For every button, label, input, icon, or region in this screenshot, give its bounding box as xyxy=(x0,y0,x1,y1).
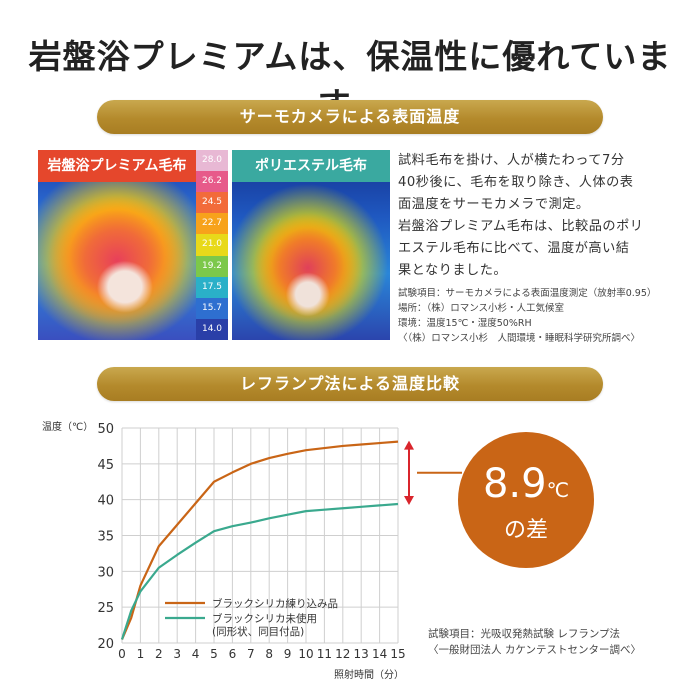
x-tick-label: 13 xyxy=(354,647,369,661)
difference-arrow-head-top xyxy=(404,440,414,450)
note-line: 環境：温度15℃・湿度50%RH xyxy=(398,318,532,329)
reflamp-test-note: 試験項目：光吸収発熱試験 レフランプ法 〈一般財団法人 カケンテストセンター調べ… xyxy=(428,626,641,658)
scale-value: 14.0 xyxy=(196,318,228,340)
temperature-scale: 28.0 26.2 24.5 22.7 21.0 19.2 17.5 15.7 14.0 xyxy=(196,150,228,340)
scale-value: 15.7 xyxy=(196,297,228,319)
note-line: 場所：（株）ロマンス小杉・人工気候室 xyxy=(398,303,565,314)
x-tick-label: 3 xyxy=(173,647,181,661)
y-tick-label: 35 xyxy=(97,530,114,545)
legend-label: (同形状、同目付品) xyxy=(212,625,304,638)
x-tick-label: 0 xyxy=(118,647,126,661)
description-line: 試料毛布を掛け、人が横たわって7分 xyxy=(398,153,625,168)
x-tick-label: 4 xyxy=(192,647,200,661)
legend-label: ブラックシリカ未使用 xyxy=(212,612,317,625)
x-tick-label: 10 xyxy=(298,647,313,661)
thermo-description: 試料毛布を掛け、人が横たわって7分 40秒後に、毛布を取り除き、人体の表 面温度… xyxy=(398,150,683,282)
thermo-image-polyester: ポリエステル毛布 xyxy=(232,150,390,340)
x-tick-label: 12 xyxy=(335,647,350,661)
x-tick-label: 2 xyxy=(155,647,163,661)
badge-unit: ℃ xyxy=(546,478,570,502)
x-tick-label: 11 xyxy=(317,647,332,661)
description-line: 40秒後に、毛布を取り除き、人体の表 xyxy=(398,175,634,190)
y-axis-label: 温度（℃） xyxy=(42,420,93,433)
y-tick-label: 50 xyxy=(97,422,114,437)
x-tick-label: 15 xyxy=(390,647,405,661)
test-note-line: 試験項目：光吸収発熱試験 レフランプ法 xyxy=(428,628,621,640)
scale-value: 21.0 xyxy=(196,234,228,256)
badge-subtitle: の差 xyxy=(503,518,548,543)
thermo-label-premium: 岩盤浴プレミアム毛布 xyxy=(38,150,196,182)
section-thermo-title: サーモカメラによる表面温度 xyxy=(97,100,603,134)
scale-value: 17.5 xyxy=(196,276,228,298)
x-tick-label: 8 xyxy=(265,647,273,661)
series-line xyxy=(120,440,399,640)
scale-value: 28.0 xyxy=(196,150,228,172)
x-tick-label: 5 xyxy=(210,647,218,661)
y-tick-label: 40 xyxy=(97,494,114,509)
thermo-label-polyester: ポリエステル毛布 xyxy=(232,150,390,182)
y-tick-label: 25 xyxy=(97,601,114,616)
description-line: 面温度をサーモカメラで測定。 xyxy=(398,197,590,212)
thermo-image-premium: 岩盤浴プレミアム毛布 xyxy=(38,150,196,340)
x-axis-label: 照射時間（分） xyxy=(334,669,404,681)
x-tick-label: 6 xyxy=(229,647,237,661)
scale-value: 26.2 xyxy=(196,171,228,193)
y-tick-label: 45 xyxy=(97,458,114,473)
x-tick-label: 14 xyxy=(372,647,387,661)
y-tick-label: 30 xyxy=(97,565,114,580)
series-line xyxy=(120,502,399,640)
scale-value: 22.7 xyxy=(196,213,228,235)
description-line: エステル毛布に比べて、温度が高い結 xyxy=(398,241,630,256)
legend-label: ブラックシリカ練り込み品 xyxy=(212,597,338,610)
description-line: 果となりました。 xyxy=(398,263,508,278)
x-tick-label: 7 xyxy=(247,647,255,661)
y-tick-label: 20 xyxy=(97,637,114,652)
x-tick-label: 1 xyxy=(137,647,145,661)
temperature-line-chart: 0 1 2 3 4 5 6 7 8 9 10 11 12 13 14 1520253035404550温度（℃… xyxy=(42,420,462,681)
note-line: 〈（株）ロマンス小杉 人間環境・睡眠科学研究所調べ〉 xyxy=(398,333,641,344)
scale-value: 24.5 xyxy=(196,192,228,214)
test-note-line: 〈一般財団法人 カケンテストセンター調べ〉 xyxy=(428,644,642,656)
difference-arrow-head-bottom xyxy=(404,495,414,505)
thermo-notes: 試験項目：サーモカメラによる表面温度測定（放射率0.95） 場所：（株）ロマンス… xyxy=(398,286,688,346)
x-tick-label: 9 xyxy=(284,647,292,661)
badge-value: 8.9 xyxy=(482,461,547,507)
badge-value-line: 8.9℃ xyxy=(458,462,594,512)
description-line: 岩盤浴プレミアム毛布は、比較品のポリ xyxy=(398,219,644,234)
note-line: 試験項目：サーモカメラによる表面温度測定（放射率0.95） xyxy=(398,288,657,299)
difference-badge: 8.9℃ の差 xyxy=(458,432,594,568)
section-reflamp-title: レフランプ法による温度比較 xyxy=(97,367,603,401)
scale-value: 19.2 xyxy=(196,255,228,277)
